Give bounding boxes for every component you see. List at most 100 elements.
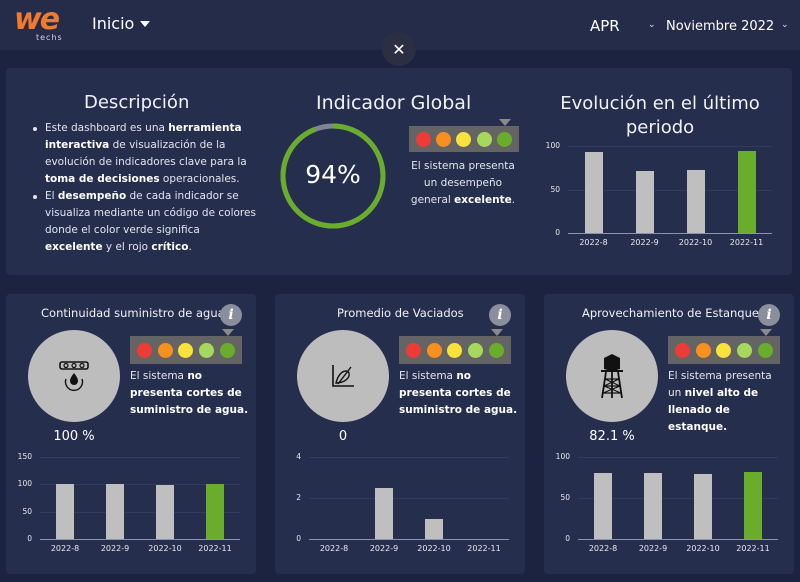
chart-bar[interactable] [594, 472, 612, 539]
y-tick-label: 100 [545, 141, 560, 150]
x-tick-label: 2022-10 [686, 544, 720, 553]
y-tick-label: 0 [555, 228, 560, 237]
y-tick-label: 0 [296, 534, 301, 543]
traffic-light-scale [399, 329, 511, 364]
chart-bar[interactable] [686, 170, 705, 233]
x-tick-label: 2022-8 [579, 238, 608, 247]
card-title: Promedio de Vaciados [337, 306, 464, 320]
card-bar-chart: 0 50 100 150 2022-8 2022-9 2022-10 2022-11 [12, 451, 248, 561]
traffic-light-dot [456, 131, 472, 147]
y-tick-label: 50 [560, 493, 570, 502]
description-bullet: El desempeño de cada indicador se visual… [30, 188, 258, 256]
x-tick-label: 2022-9 [630, 238, 659, 247]
chart-bar[interactable] [375, 487, 393, 539]
grid-line [40, 457, 240, 458]
chart-bar[interactable] [635, 171, 654, 233]
global-gauge [280, 123, 386, 229]
info-button[interactable]: i [220, 304, 242, 326]
x-tick-label: 2022-9 [100, 544, 130, 553]
traffic-light-dot [489, 342, 505, 358]
period-select[interactable]: Noviembre 2022 [666, 19, 775, 34]
traffic-light-dot [695, 342, 711, 358]
card-continuidad: Continuidad suministro de agua i 100 % E… [6, 294, 256, 574]
chart-bar[interactable] [737, 151, 756, 233]
chart-bar[interactable] [644, 472, 662, 539]
grid-line [40, 511, 240, 513]
y-tick-label: 50 [22, 506, 32, 516]
x-tick-label: 2022-10 [417, 544, 451, 553]
evolution-title: Evolución en el último periodo [560, 93, 760, 138]
x-tick-label: 2022-11 [467, 544, 501, 553]
level-pointer-icon [221, 329, 234, 336]
chevron-down-icon[interactable]: ⌄ [648, 20, 656, 30]
traffic-light-scale [409, 119, 519, 152]
traffic-light-dot [136, 342, 152, 358]
x-tick-label: 2022-8 [588, 544, 618, 553]
chart-bar[interactable] [206, 484, 224, 539]
traffic-light-dot [220, 342, 236, 358]
x-tick-label: 2022-9 [369, 544, 399, 553]
y-tick-label: 2 [296, 493, 301, 502]
chart-bar[interactable] [744, 471, 762, 539]
description-bullet: Este dashboard es una herramienta intera… [30, 120, 258, 188]
level-pointer-icon [498, 119, 511, 126]
card-value: 100 % [53, 429, 95, 444]
traffic-light-dot [178, 342, 194, 358]
traffic-light-scale [130, 329, 242, 364]
wetechs-logo[interactable]: we techs [14, 2, 66, 44]
level-pointer-icon [490, 329, 503, 336]
chart-bar[interactable] [694, 474, 712, 539]
x-tick-label: 2022-11 [729, 238, 764, 247]
grid-line [568, 146, 772, 147]
traffic-light-dot [157, 342, 173, 358]
chevron-down-icon[interactable]: ⌄ [781, 20, 789, 30]
grid-line [309, 457, 509, 458]
card-title: Continuidad suministro de agua [41, 306, 225, 320]
card-estanque: Aprovechamiento de Estanque i 82.1 % El … [544, 294, 794, 574]
traffic-light-dot [468, 342, 484, 358]
org-select[interactable]: APR [590, 17, 620, 35]
close-icon: ✕ [392, 39, 406, 59]
info-button[interactable]: i [758, 304, 780, 326]
card-bar-chart: 0 50 100 2022-8 2022-9 2022-10 2022-11 [550, 451, 786, 561]
traffic-light-scale [668, 329, 780, 364]
x-tick-label: 2022-10 [678, 238, 713, 247]
info-icon: i [766, 307, 772, 323]
chart-bar[interactable] [584, 152, 603, 233]
card-vaciados: Promedio de Vaciados i 0 El sistema no p… [275, 294, 525, 574]
info-button[interactable]: i [489, 304, 511, 326]
y-tick-label: 0 [27, 534, 32, 543]
nav-inicio-label: Inicio [92, 14, 135, 33]
y-tick-label: 4 [296, 452, 301, 461]
traffic-light-dot [415, 131, 431, 147]
logo-subtext: techs [36, 33, 63, 42]
level-pointer-icon [759, 329, 772, 336]
caret-down-icon [140, 20, 151, 27]
nav-inicio-dropdown[interactable]: Inicio [92, 14, 151, 33]
chart-bar[interactable] [156, 484, 174, 539]
card-status-text: El sistema presenta un nivel alto de lle… [668, 370, 772, 433]
x-tick-label: 2022-9 [638, 544, 668, 553]
x-tick-label: 2022-8 [50, 544, 80, 553]
traffic-light-dot [476, 131, 492, 147]
traffic-light-dot [674, 342, 690, 358]
traffic-light-dot [436, 131, 452, 147]
description-title: Descripción [84, 92, 190, 113]
traffic-light-dot [716, 342, 732, 358]
chart-bar[interactable] [106, 484, 124, 539]
chart-bar[interactable] [56, 484, 74, 539]
card-status-text: El sistema no presenta cortes de suminis… [130, 370, 249, 416]
grid-line [40, 484, 240, 486]
traffic-light-dot [497, 131, 513, 147]
traffic-light-dot [758, 342, 774, 358]
card-value: 82.1 % [589, 429, 635, 444]
card-title: Aprovechamiento de Estanque [582, 306, 759, 320]
y-tick-label: 50 [550, 184, 560, 194]
card-status-text: El sistema no presenta cortes de suminis… [399, 370, 518, 416]
global-indicator-title: Indicador Global [316, 92, 472, 114]
evolution-bar-chart: 0 50 100 2022-8 2022-9 2022-10 2022-11 [540, 140, 780, 255]
info-icon: i [228, 307, 234, 323]
global-indicator-value: 94% [305, 160, 361, 189]
chart-bar[interactable] [425, 518, 443, 539]
close-button[interactable]: ✕ [382, 32, 416, 66]
